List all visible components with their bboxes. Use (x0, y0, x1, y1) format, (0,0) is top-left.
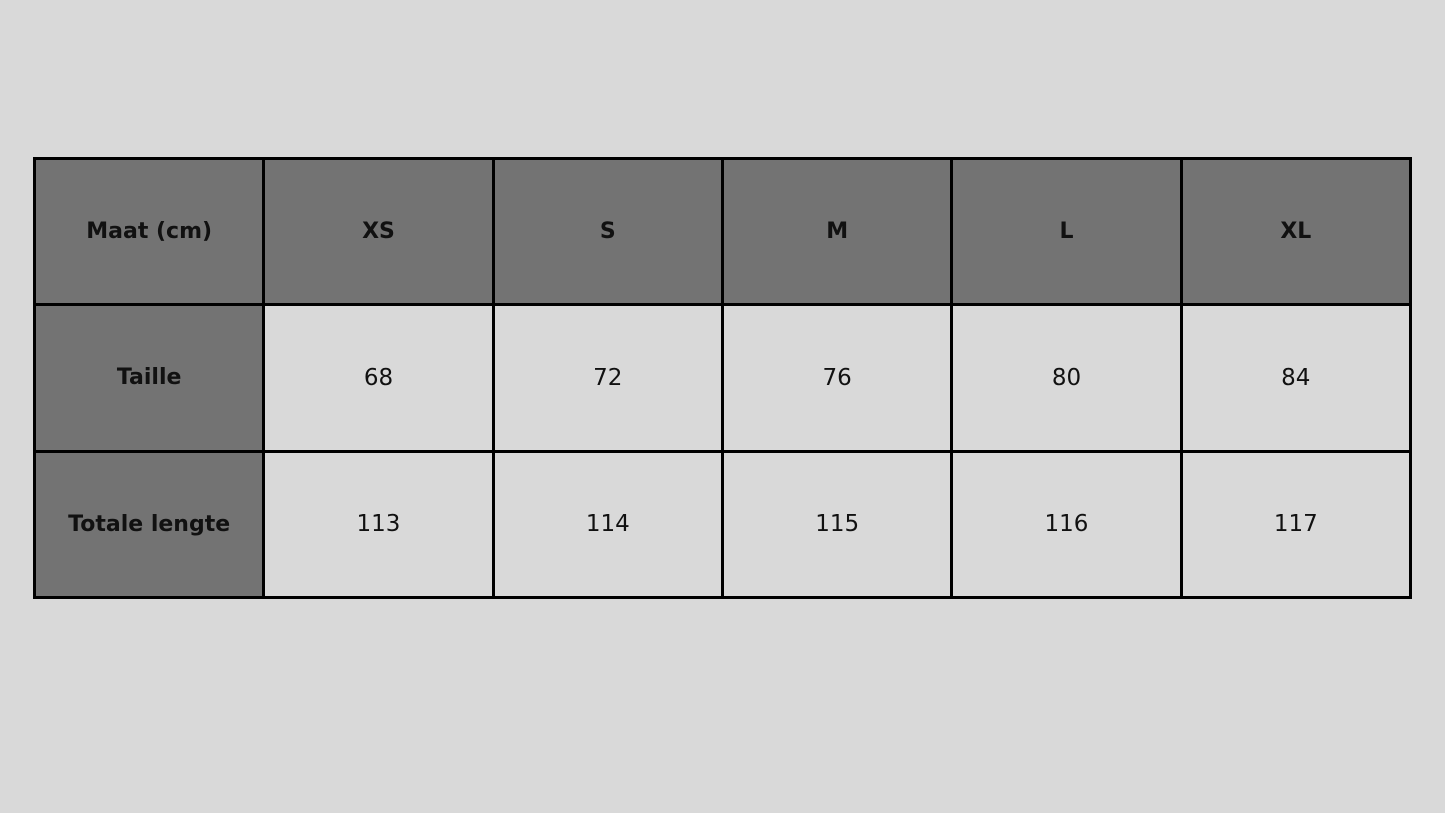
table-cell: 68 (262, 303, 495, 453)
table-cell: 115 (720, 449, 954, 600)
row-label: Totale lengte (32, 449, 266, 600)
header-cell-size-label: Maat (cm) (32, 156, 266, 307)
row-label: Taille (32, 303, 266, 453)
table-cell: 84 (1179, 303, 1413, 453)
header-cell-xs: XS (262, 156, 495, 307)
table-row-totale-lengte: Totale lengte 113 114 115 116 117 (32, 449, 1413, 600)
table-cell: 76 (720, 303, 954, 453)
header-cell-s: S (491, 156, 724, 307)
header-cell-m: M (720, 156, 954, 307)
table-cell: 113 (262, 449, 495, 600)
table-cell: 72 (491, 303, 724, 453)
size-chart-table: Maat (cm) XS S M L XL Taille 68 72 76 80… (32, 156, 1413, 600)
header-cell-xl: XL (1179, 156, 1413, 307)
header-cell-l: L (950, 156, 1183, 307)
table-cell: 117 (1179, 449, 1413, 600)
table-cell: 116 (950, 449, 1183, 600)
table-cell: 114 (491, 449, 724, 600)
table-row-taille: Taille 68 72 76 80 84 (32, 303, 1413, 453)
header-row: Maat (cm) XS S M L XL (32, 156, 1413, 307)
table-cell: 80 (950, 303, 1183, 453)
